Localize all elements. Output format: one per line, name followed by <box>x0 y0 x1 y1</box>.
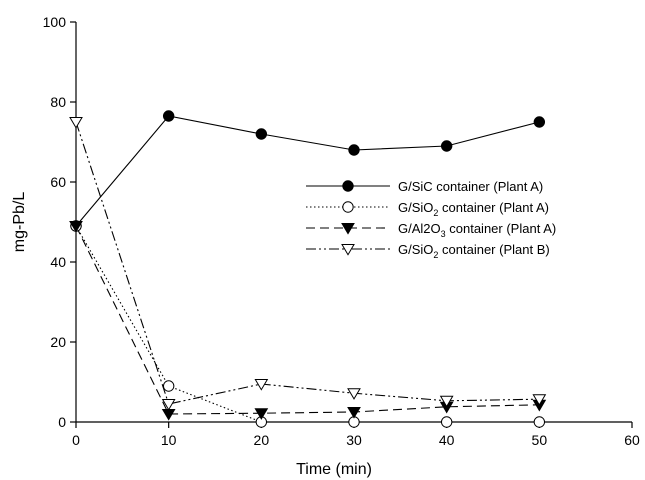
x-tick-label: 10 <box>161 432 177 448</box>
data-point <box>162 380 175 392</box>
series-layer <box>69 110 547 428</box>
legend-label-subscript: 2 <box>433 250 438 260</box>
series-2 <box>75 225 540 423</box>
legend-label-subscript: 2 <box>433 208 438 218</box>
data-point <box>347 407 361 419</box>
y-tick-label: 100 <box>43 14 67 30</box>
legend: G/SiC container (Plant A)G/SiO2 containe… <box>306 179 556 260</box>
legend-label: G/Al2O3 container (Plant A) <box>398 221 556 239</box>
legend-label-text: container (Plant A) <box>446 221 557 236</box>
x-tick-label: 0 <box>72 432 80 448</box>
legend-label-text: container (Plant A) <box>438 200 549 215</box>
legend-item: G/Al2O3 container (Plant A) <box>306 221 556 239</box>
legend-marker <box>341 223 355 235</box>
y-axis-ticks: 0 20 40 60 80 100 <box>43 14 76 430</box>
series-3 <box>75 225 540 415</box>
data-point <box>532 394 547 406</box>
y-tick-label: 40 <box>50 254 66 270</box>
series-line <box>75 225 540 415</box>
legend-label: G/SiC container (Plant A) <box>398 179 543 194</box>
legend-label-text: G/SiO <box>398 200 433 215</box>
data-point <box>254 379 269 391</box>
series-1 <box>75 115 540 227</box>
data-point <box>161 399 176 411</box>
legend-label-text: G/Al2O <box>398 221 441 236</box>
data-point <box>440 140 453 152</box>
series-line <box>75 121 540 405</box>
x-axis-ticks: 0 10 20 30 40 50 60 <box>72 422 640 448</box>
data-point <box>69 117 83 129</box>
data-point <box>347 388 361 400</box>
legend-marker <box>342 201 354 213</box>
legend-item: G/SiC container (Plant A) <box>306 179 543 194</box>
x-tick-label: 50 <box>532 432 548 448</box>
x-axis-title: Time (min) <box>296 461 372 478</box>
legend-label-subscript: 3 <box>441 229 446 239</box>
legend-label: G/SiO2 container (Plant A) <box>398 200 549 218</box>
data-point <box>161 409 176 421</box>
y-tick-label: 20 <box>50 334 66 350</box>
legend-marker <box>341 244 355 256</box>
legend-label-text: container (Plant B) <box>438 242 549 257</box>
y-axis-title: mg-Pb/L <box>11 192 28 253</box>
data-point <box>162 110 175 122</box>
data-point <box>533 116 546 128</box>
legend-item: G/SiO2 container (Plant A) <box>306 200 549 218</box>
x-tick-label: 20 <box>254 432 270 448</box>
data-point <box>348 144 360 156</box>
y-tick-label: 80 <box>50 94 66 110</box>
data-point <box>440 416 453 428</box>
series-2-points <box>70 220 546 428</box>
data-point <box>254 408 269 420</box>
series-line <box>75 115 540 227</box>
data-point <box>533 416 546 428</box>
legend-item: G/SiO2 container (Plant B) <box>306 242 550 260</box>
x-tick-label: 40 <box>439 432 455 448</box>
y-tick-label: 0 <box>58 414 66 430</box>
legend-label: G/SiO2 container (Plant B) <box>398 242 550 260</box>
data-point <box>69 221 83 233</box>
x-tick-label: 60 <box>624 432 640 448</box>
legend-label-text: G/SiC container (Plant A) <box>398 179 543 194</box>
data-point <box>439 395 454 408</box>
x-tick-label: 30 <box>346 432 362 448</box>
series-line <box>75 225 540 423</box>
legend-label-text: G/SiO <box>398 242 433 257</box>
series-4 <box>75 121 540 405</box>
y-tick-label: 60 <box>50 174 66 190</box>
series-4-points <box>69 117 547 411</box>
legend-marker <box>342 180 354 192</box>
data-point <box>255 128 268 140</box>
